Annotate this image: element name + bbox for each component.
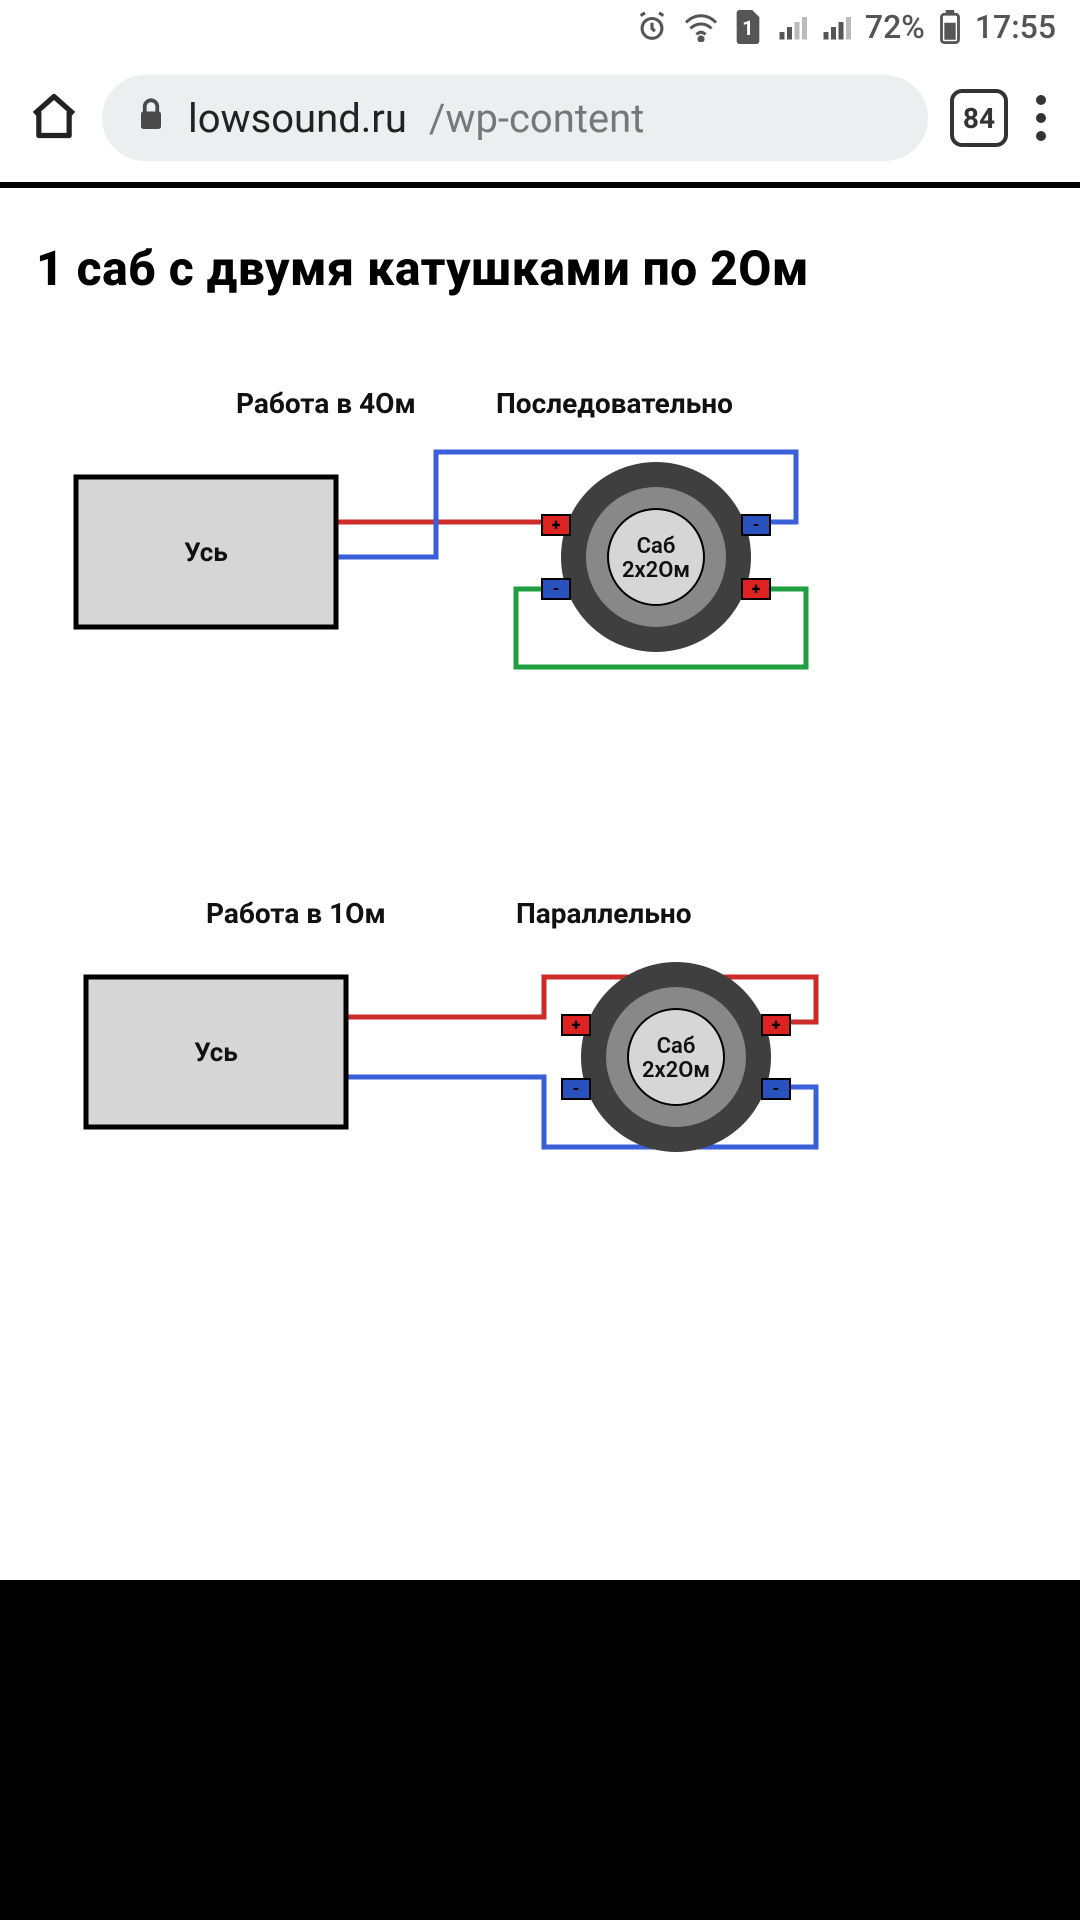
diagram-label-d1_mode: Работа в 4Ом	[236, 387, 416, 420]
sim-badge-number: 1	[733, 16, 763, 40]
tab-switcher[interactable]: 84	[950, 89, 1008, 147]
home-icon[interactable]	[28, 90, 80, 146]
svg-text:+: +	[752, 579, 761, 598]
svg-text:+: +	[552, 515, 561, 534]
svg-text:-: -	[772, 1079, 779, 1098]
svg-text:-: -	[552, 579, 559, 598]
wiring-diagram: УсьУсьСаб2x2ОмСаб2x2Ом+--++-+-Работа в 4…	[36, 357, 1044, 1377]
lock-icon	[136, 95, 166, 142]
svg-text:-: -	[752, 515, 759, 534]
alarm-icon	[635, 10, 669, 44]
diagram-label-d1_scheme: Последовательно	[496, 387, 733, 420]
page-title: 1 саб с двумя катушками по 2Ом	[36, 240, 1044, 297]
battery-icon	[939, 10, 961, 44]
browser-toolbar: lowsound.ru/wp-content 84	[0, 54, 1080, 182]
speaker-label: Саб	[657, 1034, 696, 1059]
amp-label: Усь	[194, 1038, 238, 1068]
diagram-label-d2_scheme: Параллельно	[516, 897, 692, 930]
svg-text:-: -	[572, 1079, 579, 1098]
diagram-label-d2_mode: Работа в 1Ом	[206, 897, 386, 930]
overflow-menu-icon[interactable]	[1030, 95, 1052, 141]
speaker-label: 2x2Ом	[642, 1058, 710, 1083]
tab-count-number: 84	[963, 102, 995, 135]
android-status-bar: 1 72% 17:55	[0, 0, 1080, 54]
speaker-label: 2x2Ом	[622, 558, 690, 583]
signal-icon-2	[821, 12, 851, 42]
signal-icon-1	[777, 12, 807, 42]
amp-label: Усь	[184, 538, 228, 568]
web-page[interactable]: 1 саб с двумя катушками по 2Ом Усь Усь Саб…	[0, 188, 1080, 1580]
svg-text:+: +	[772, 1015, 781, 1034]
url-domain: lowsound.ru	[188, 95, 407, 142]
clock: 17:55	[975, 8, 1056, 46]
battery-percent: 72%	[865, 8, 925, 46]
speaker-label: Саб	[637, 534, 676, 559]
svg-text:+: +	[572, 1015, 581, 1034]
sim-badge: 1	[733, 10, 763, 44]
url-bar[interactable]: lowsound.ru/wp-content	[102, 75, 928, 161]
page-footer-black	[0, 1580, 1080, 1920]
url-path: /wp-content	[429, 95, 644, 142]
wifi-icon	[683, 12, 719, 42]
